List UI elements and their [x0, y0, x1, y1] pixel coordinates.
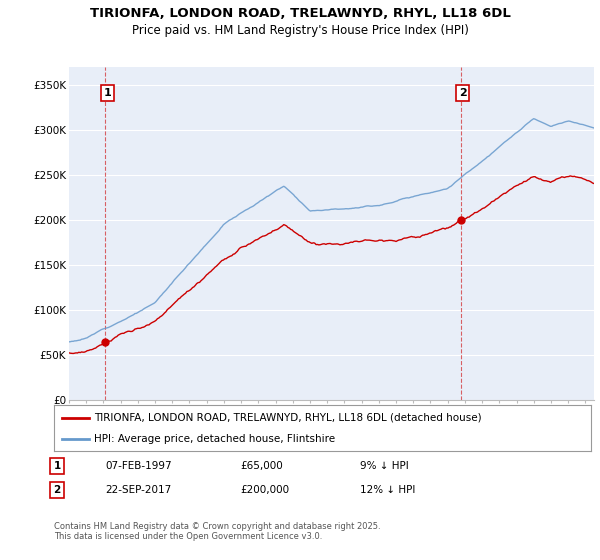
- Text: Contains HM Land Registry data © Crown copyright and database right 2025.
This d: Contains HM Land Registry data © Crown c…: [54, 522, 380, 542]
- Text: 2: 2: [53, 485, 61, 495]
- Text: 2: 2: [459, 88, 467, 98]
- Text: 07-FEB-1997: 07-FEB-1997: [105, 461, 172, 471]
- Text: TIRIONFA, LONDON ROAD, TRELAWNYD, RHYL, LL18 6DL: TIRIONFA, LONDON ROAD, TRELAWNYD, RHYL, …: [89, 7, 511, 20]
- Text: 9% ↓ HPI: 9% ↓ HPI: [360, 461, 409, 471]
- Text: £65,000: £65,000: [240, 461, 283, 471]
- Text: TIRIONFA, LONDON ROAD, TRELAWNYD, RHYL, LL18 6DL (detached house): TIRIONFA, LONDON ROAD, TRELAWNYD, RHYL, …: [94, 413, 482, 423]
- Text: Price paid vs. HM Land Registry's House Price Index (HPI): Price paid vs. HM Land Registry's House …: [131, 24, 469, 36]
- Text: 22-SEP-2017: 22-SEP-2017: [105, 485, 171, 495]
- Text: 12% ↓ HPI: 12% ↓ HPI: [360, 485, 415, 495]
- Text: £200,000: £200,000: [240, 485, 289, 495]
- Text: HPI: Average price, detached house, Flintshire: HPI: Average price, detached house, Flin…: [94, 435, 335, 444]
- Text: 1: 1: [103, 88, 111, 98]
- Text: 1: 1: [53, 461, 61, 471]
